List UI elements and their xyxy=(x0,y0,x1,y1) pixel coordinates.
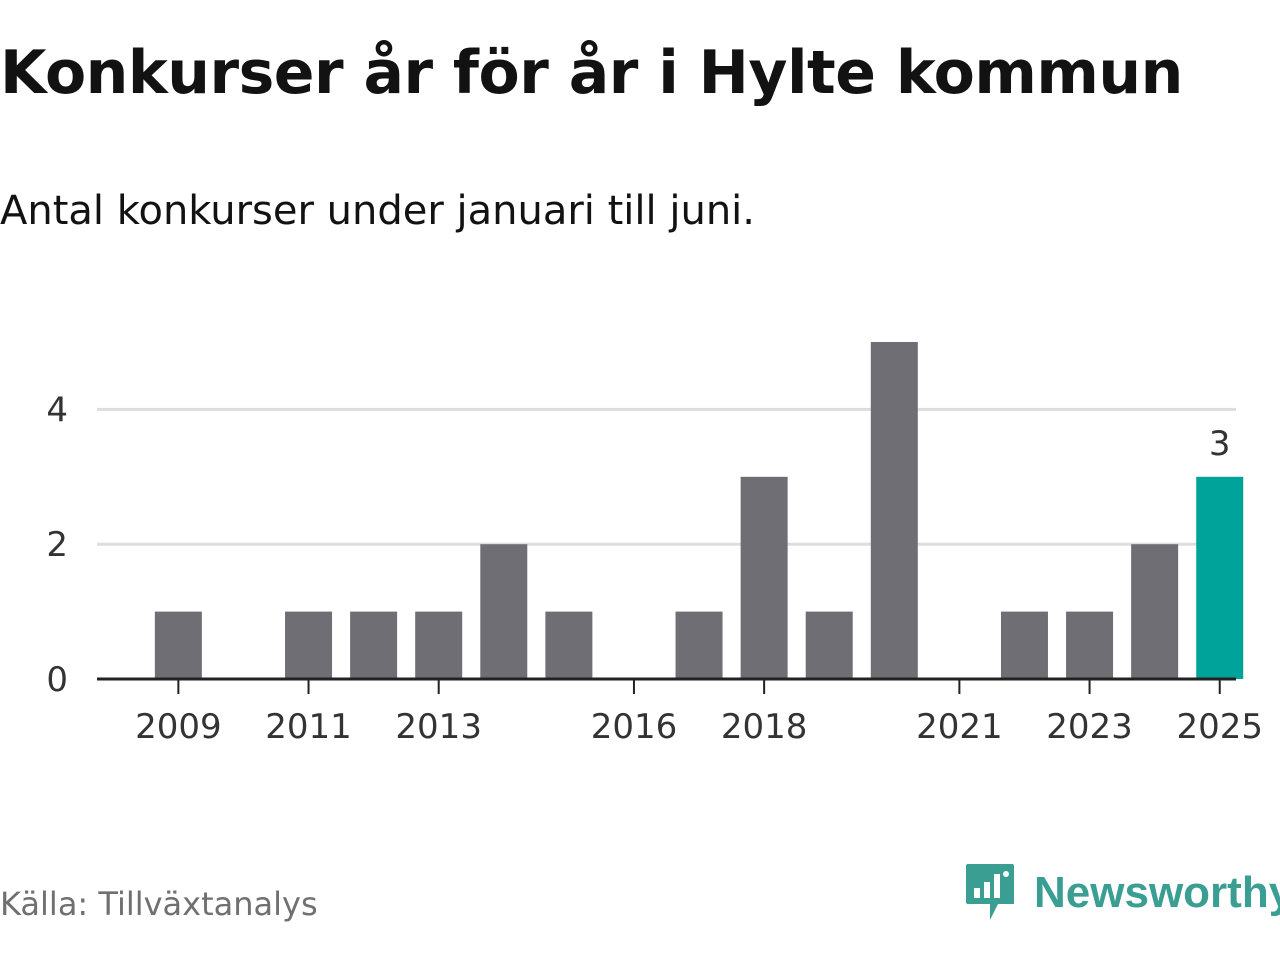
x-tick-label: 2021 xyxy=(916,707,1003,747)
bar xyxy=(805,611,853,679)
bar xyxy=(1196,476,1244,679)
grid-layer xyxy=(97,407,1236,546)
y-tick-label: 0 xyxy=(46,660,68,700)
chart-title: Konkurser år för år i Hylte kommun xyxy=(0,38,1183,108)
x-tick-label: 2025 xyxy=(1176,707,1263,747)
bar xyxy=(1000,611,1048,679)
labels-layer: 0 2 4 2009 2011 2013 2016 2018 2021 2023 2025 3 xyxy=(46,390,1263,747)
bar xyxy=(285,611,333,679)
data-label: 3 xyxy=(1209,424,1231,464)
bar xyxy=(1066,611,1114,679)
bar xyxy=(675,611,723,679)
x-tick-label: 2016 xyxy=(591,707,678,747)
x-tick-label: 2013 xyxy=(395,707,482,747)
bar xyxy=(480,544,528,679)
chart-subtitle: Antal konkurser under januari till juni. xyxy=(0,188,755,234)
x-tick-label: 2018 xyxy=(721,707,808,747)
y-tick-label: 2 xyxy=(46,525,68,565)
bar xyxy=(870,342,918,679)
brand-name: Newsworthy xyxy=(1034,868,1280,917)
axis-layer xyxy=(97,677,1236,694)
source-note: Källa: Tillväxtanalys xyxy=(0,885,318,923)
bar xyxy=(350,611,398,679)
bars-layer xyxy=(154,342,1244,679)
bar xyxy=(545,611,593,679)
bar xyxy=(154,611,202,679)
bar xyxy=(740,476,788,679)
y-tick-label: 4 xyxy=(46,390,68,430)
x-tick-label: 2023 xyxy=(1046,707,1133,747)
newsworthy-brand: Newsworthy xyxy=(964,862,1280,924)
bar xyxy=(415,611,463,679)
x-tick-label: 2009 xyxy=(135,707,222,747)
bar xyxy=(1131,544,1179,679)
x-tick-label: 2011 xyxy=(265,707,352,747)
newsworthy-logo-icon xyxy=(966,864,1014,920)
